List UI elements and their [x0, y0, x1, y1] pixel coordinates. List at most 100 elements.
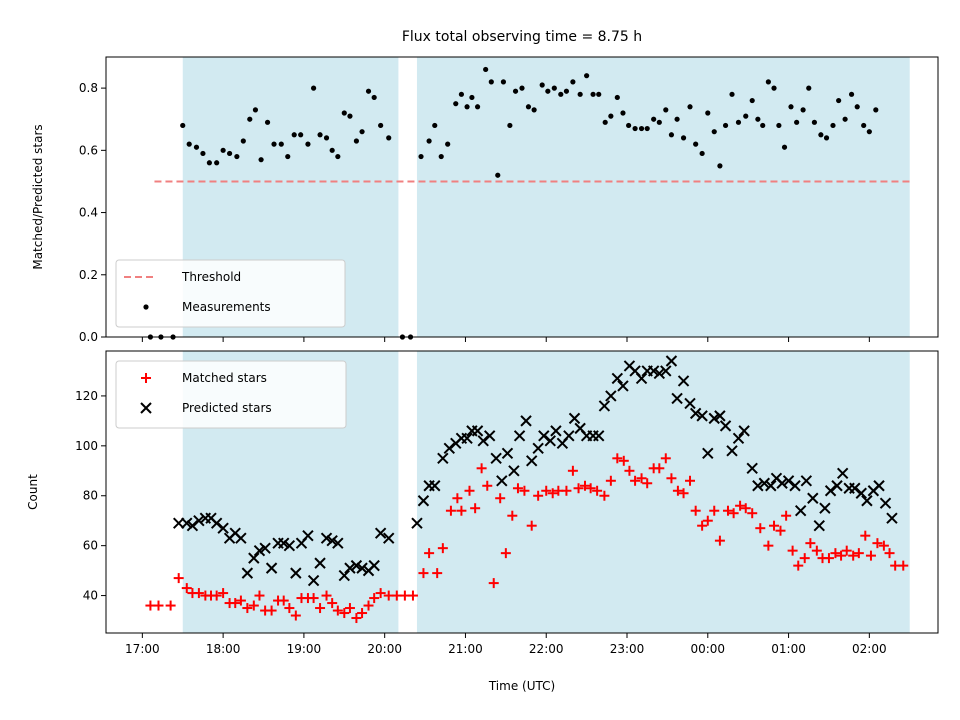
measurements-point [453, 101, 459, 107]
measurements-point [626, 122, 632, 129]
y-tick-label: 0.8 [79, 81, 98, 95]
predicted-stars-point [326, 534, 338, 547]
measurements-point [776, 122, 782, 129]
matched-stars-legend-swatch [141, 373, 151, 383]
matched-stars-point [507, 510, 518, 521]
matched-stars-point [599, 490, 610, 501]
predicted-stars-point [782, 475, 795, 487]
matched-stars-point [230, 598, 241, 609]
measurements-point [687, 104, 693, 110]
matched-stars-point [418, 568, 429, 579]
measurements-point [200, 150, 206, 157]
matched-stars-point [898, 560, 909, 571]
matched-stars-point [327, 598, 338, 609]
measurements-point [558, 91, 564, 97]
predicted-stars-point [490, 452, 502, 465]
measurements-point [806, 85, 812, 91]
predicted-stars-point [338, 569, 350, 582]
measurements-point [193, 144, 200, 150]
predicted-stars-point [265, 562, 278, 574]
matched-stars-point [884, 548, 895, 559]
measurements-point [464, 104, 470, 110]
measurements-point [214, 160, 220, 166]
measurements-point [638, 125, 645, 132]
predicted-stars-point [508, 465, 520, 477]
measurements-point [699, 150, 705, 157]
y-tick-label: 80 [83, 489, 98, 503]
measurements-point [507, 122, 513, 129]
measurements-point [866, 129, 872, 135]
measurements-point [854, 104, 860, 110]
matched-stars-point [787, 545, 798, 556]
matched-stars-point [308, 593, 319, 604]
measurements-point [680, 135, 687, 141]
x-tick-label: 17:00 [125, 642, 160, 656]
x-tick-label: 01:00 [771, 642, 806, 656]
matched-stars-point [344, 603, 355, 614]
matched-stars-point [573, 483, 584, 494]
predicted-stars-legend-swatch [140, 402, 152, 414]
legend-box [115, 259, 346, 328]
measurements-point [474, 104, 481, 110]
predicted-stars-point [356, 562, 368, 574]
matched-stars-point [636, 473, 647, 484]
matched-stars-point [407, 590, 418, 601]
predicted-stars-point [794, 505, 807, 517]
matched-stars-point [369, 593, 380, 604]
measurements-point [252, 107, 259, 113]
measurements-point [818, 132, 824, 138]
predicted-stars-point [746, 462, 758, 474]
matched-stars-point [678, 488, 689, 499]
predicted-stars-point [568, 412, 581, 425]
y-tick-label: 60 [83, 539, 98, 553]
measurements-point [285, 153, 291, 160]
measurements-legend-label: Measurements [182, 300, 271, 314]
matched-stars-point [254, 590, 265, 601]
matched-stars-point [592, 485, 603, 496]
measurements-point [760, 122, 766, 129]
measurements-point [651, 116, 657, 122]
matched-stars-point [763, 540, 774, 551]
measurements-point [668, 132, 675, 138]
matched-stars-point [547, 488, 558, 499]
predicted-stars-point [525, 455, 538, 467]
matched-stars-point [181, 583, 192, 594]
measurements-point [298, 132, 304, 138]
matched-stars-point [519, 485, 530, 496]
predicted-stars-point [647, 365, 660, 377]
matched-stars-point [351, 613, 362, 624]
predicted-stars-point [259, 542, 271, 554]
matched-stars-legend-label: Matched stars [182, 371, 267, 385]
matched-stars-point [585, 483, 596, 494]
predicted-stars-point [660, 365, 672, 377]
measurements-point [317, 132, 323, 138]
predicted-stars-point [532, 442, 544, 455]
matched-stars-point [357, 608, 368, 619]
matched-stars-point [561, 485, 572, 496]
matched-stars-point [755, 523, 766, 534]
matched-stars-point [735, 500, 746, 511]
measurements-layer [147, 66, 879, 340]
predicted-stars-point [677, 375, 690, 387]
matched-stars-point [878, 540, 889, 551]
measurements-point [545, 88, 551, 94]
matched-stars-point [709, 505, 720, 516]
measurements-point [735, 119, 742, 125]
predicted-stars-point [461, 432, 473, 445]
matched-stars-point [605, 475, 616, 486]
matched-stars-point [799, 553, 810, 564]
matched-stars-point [685, 475, 696, 486]
measurements-point [264, 119, 271, 125]
matched-stars-point [853, 548, 864, 559]
matched-stars-point [781, 510, 792, 521]
measurements-point [705, 110, 711, 116]
measurements-point [749, 97, 755, 104]
predicted-stars-point [849, 482, 861, 494]
x-tick-label: 20:00 [367, 642, 402, 656]
measurements-point [711, 129, 717, 135]
predicted-stars-point [831, 480, 843, 492]
predicted-stars-point [429, 480, 441, 492]
predicted-stars-point [186, 519, 199, 532]
measurements-point [873, 107, 879, 113]
measurements-point [663, 107, 669, 113]
